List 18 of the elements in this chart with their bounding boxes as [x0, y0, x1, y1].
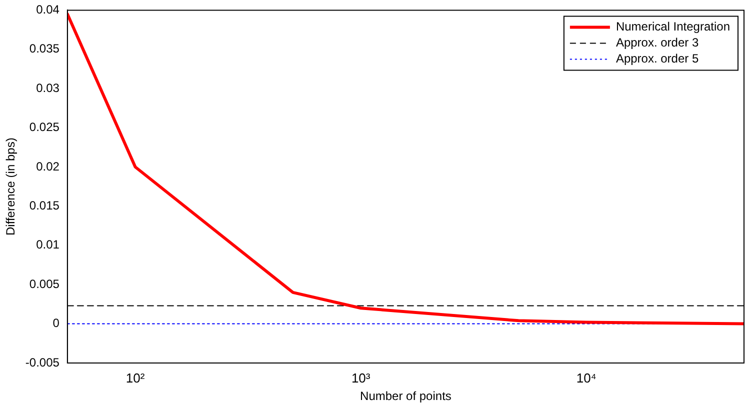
y-tick-label: 0: [52, 316, 60, 330]
y-tick-label: 0.03: [36, 80, 60, 95]
legend-label: Approx. order 3: [616, 36, 699, 50]
y-tick-label: 0.025: [29, 120, 60, 134]
y-tick-label: 0.005: [29, 276, 60, 291]
x-axis-title: Number of points: [360, 389, 452, 404]
legend-label: Numerical Integration: [616, 20, 730, 34]
y-tick-label: 0.04: [36, 2, 60, 17]
y-tick-label: 0.01: [36, 238, 60, 252]
y-tick-label: 0.015: [29, 198, 60, 213]
y-tick-label: -0.005: [25, 355, 60, 370]
x-tick-label: 10²: [126, 370, 146, 386]
y-tick-label: 0.035: [29, 42, 60, 56]
y-tick-label: 0.02: [36, 159, 60, 174]
legend-label: Approx. order 5: [616, 52, 699, 66]
y-axis-title: Difference (in bps): [4, 138, 18, 236]
x-tick-label: 10⁴: [576, 370, 596, 386]
x-tick-label: 10³: [351, 370, 371, 386]
